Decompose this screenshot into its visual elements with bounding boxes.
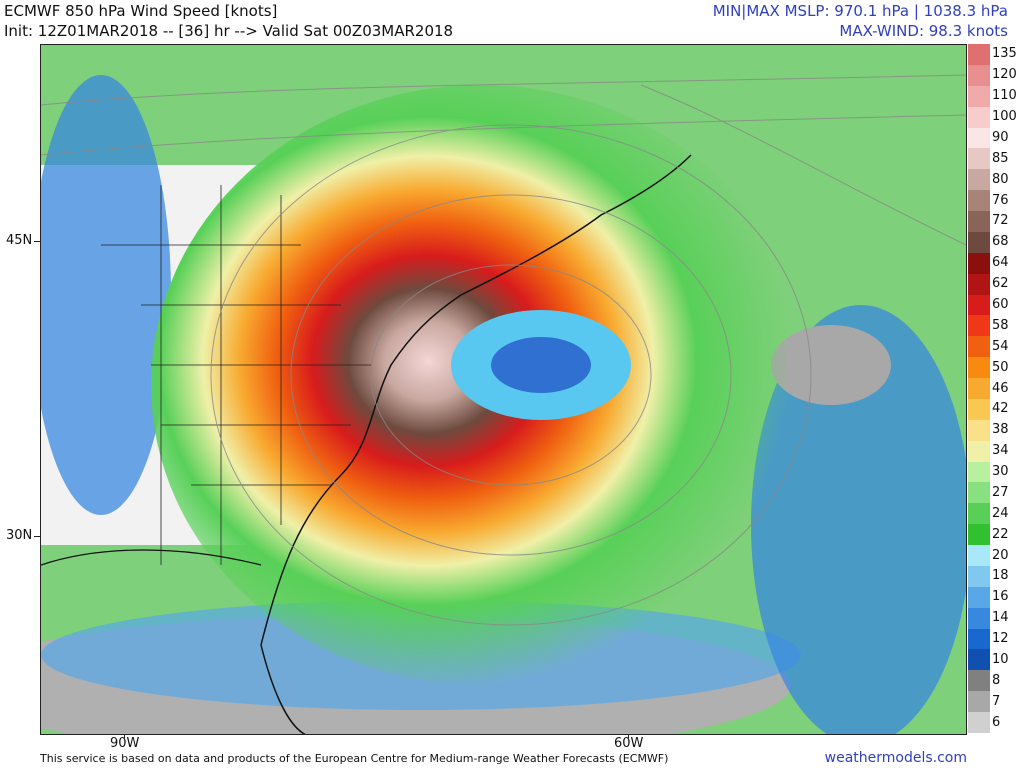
colorbar-label: 76 — [992, 192, 1009, 208]
colorbar-label: 42 — [992, 401, 1009, 417]
ecmwf-credit: This service is based on data and produc… — [40, 752, 669, 765]
wind-speed-map — [0, 44, 971, 755]
map-title: ECMWF 850 hPa Wind Speed [knots] — [4, 2, 278, 20]
colorbar-swatch — [968, 649, 990, 671]
colorbar-swatch — [968, 378, 990, 400]
colorbar-label: 60 — [992, 296, 1009, 312]
colorbar-swatch — [968, 85, 990, 108]
colorbar-label: 58 — [992, 317, 1009, 333]
storm-eye-core — [491, 337, 591, 393]
colorbar-swatch — [968, 252, 990, 275]
colorbar-swatch — [968, 211, 990, 233]
colorbar-label: 18 — [992, 568, 1009, 584]
colorbar-label: 24 — [992, 505, 1009, 521]
colorbar-swatch — [968, 169, 990, 191]
colorbar-label: 7 — [992, 693, 1001, 709]
colorbar-swatch — [968, 503, 990, 525]
colorbar-label: 27 — [992, 484, 1009, 500]
streamlines — [40, 74, 967, 626]
init-valid-time: Init: 12Z01MAR2018 -- [36] hr --> Valid … — [4, 22, 454, 40]
colorbar-swatch — [968, 336, 990, 358]
colorbar-label: 30 — [992, 464, 1009, 479]
lon-label-60w: 60W — [614, 736, 644, 751]
colorbar-label: 110 — [992, 88, 1017, 104]
colorbar-swatch — [968, 586, 990, 609]
lat-tick — [34, 241, 40, 242]
colorbar-label: 80 — [992, 171, 1009, 187]
colorbar-label: 34 — [992, 443, 1009, 459]
colorbar-label: 64 — [992, 255, 1009, 271]
florida-coast — [260, 644, 307, 736]
coastline — [260, 154, 692, 646]
colorbar-label: 14 — [992, 610, 1009, 626]
colorbar-label: 20 — [992, 547, 1009, 563]
colorbar-swatch — [968, 148, 990, 170]
colorbar-swatch — [968, 44, 990, 66]
lon-tick — [628, 733, 629, 738]
gulf-coast — [40, 549, 262, 566]
colorbar-swatch — [968, 482, 990, 504]
colorbar-swatch — [968, 691, 990, 713]
colorbar-label: 90 — [992, 129, 1009, 145]
colorbar-swatch — [968, 294, 990, 316]
colorbar-swatch — [968, 524, 990, 546]
lon-label-90w: 90W — [110, 736, 140, 751]
colorbar-swatch — [968, 628, 990, 650]
colorbar-label: 22 — [992, 526, 1009, 542]
colorbar-swatch — [968, 545, 990, 567]
state-border — [101, 244, 371, 486]
colorbar-label: 38 — [992, 422, 1009, 438]
colorbar-label: 16 — [992, 589, 1009, 605]
colorbar-label: 120 — [992, 67, 1017, 83]
colorbar-swatch — [968, 565, 990, 588]
colorbar-swatch — [968, 315, 990, 337]
colorbar-label: 50 — [992, 359, 1009, 375]
colorbar-swatch — [968, 231, 990, 254]
colorbar-swatch — [968, 670, 990, 692]
colorbar-label: 8 — [992, 672, 1001, 688]
colorbar-swatch — [968, 190, 990, 212]
colorbar-label: 46 — [992, 380, 1009, 396]
colorbar-swatch — [968, 127, 990, 149]
lat-tick — [34, 536, 40, 537]
colorbar-label: 135 — [992, 46, 1017, 62]
colorbar-swatch — [968, 64, 990, 87]
mslp-range: MIN|MAX MSLP: 970.1 hPa | 1038.3 hPa — [712, 2, 1008, 20]
colorbar-swatch — [968, 106, 990, 128]
state-border — [160, 185, 282, 565]
colorbar-label: 85 — [992, 150, 1009, 166]
colorbar-swatch — [968, 357, 990, 379]
colorbar-label: 54 — [992, 338, 1009, 354]
wind-speed-colorbar — [968, 44, 990, 734]
colorbar-swatch — [968, 273, 990, 296]
blue-band-west — [31, 75, 171, 515]
colorbar-label: 6 — [992, 714, 1001, 730]
colorbar-label: 100 — [992, 109, 1017, 125]
colorbar-label: 10 — [992, 651, 1009, 667]
max-wind: MAX-WIND: 98.3 knots — [839, 22, 1008, 40]
colorbar-swatch — [968, 419, 990, 442]
colorbar-swatch — [968, 607, 990, 630]
colorbar-label: 62 — [992, 276, 1009, 292]
colorbar-label: 72 — [992, 213, 1009, 229]
lat-label-45n: 45N — [6, 233, 33, 248]
colorbar-swatch — [968, 398, 990, 421]
lat-label-30n: 30N — [6, 528, 33, 543]
site-link[interactable]: weathermodels.com — [824, 750, 967, 766]
lon-tick — [124, 733, 125, 738]
colorbar-swatch — [968, 461, 990, 483]
colorbar-swatch — [968, 440, 990, 463]
colorbar-label: 68 — [992, 234, 1009, 250]
colorbar-label: 12 — [992, 631, 1009, 647]
colorbar-swatch — [968, 712, 990, 734]
